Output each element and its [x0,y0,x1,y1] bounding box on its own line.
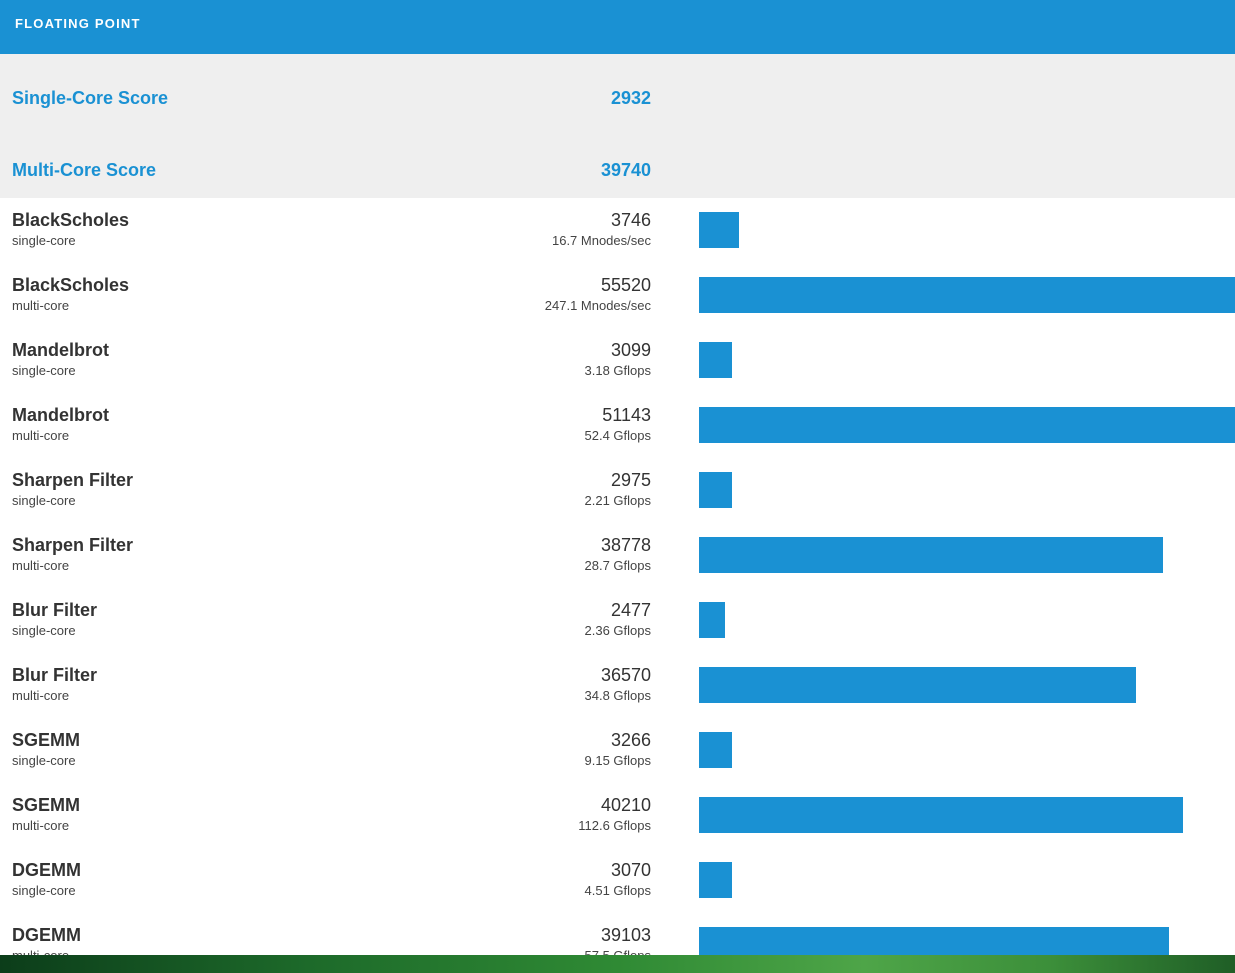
benchmark-row: Blur Filter single-core 2477 2.36 Gflops [0,588,1235,653]
benchmark-mode: multi-core [12,818,70,833]
benchmark-row: Sharpen Filter multi-core 38778 28.7 Gflops [0,523,1235,588]
benchmark-row: Mandelbrot multi-core 51143 52.4 Gflops [0,393,1235,458]
benchmark-mode: single-core [12,623,76,638]
benchmark-score-bar [699,277,1235,313]
benchmark-name: Blur Filter [12,665,98,685]
benchmark-name: SGEMM [12,795,81,815]
benchmark-rate: 16.7 Mnodes/sec [551,233,651,248]
benchmark-score: 51143 [602,405,651,425]
benchmark-score: 36570 [600,665,651,685]
benchmark-mode: multi-core [12,298,70,313]
benchmark-mode: single-core [12,753,76,768]
benchmark-name: SGEMM [12,730,81,750]
multi-core-score-row: Multi-Core Score 39740 [0,152,1235,192]
benchmark-mode: single-core [12,493,76,508]
benchmark-score: 38778 [600,535,651,555]
benchmark-name: Mandelbrot [12,405,109,425]
benchmark-score: 2975 [610,470,651,490]
benchmark-rate: 9.15 Gflops [584,753,652,768]
benchmark-score-bar [699,797,1183,833]
benchmark-score: 39103 [600,925,651,945]
desktop-background-strip [0,955,1235,973]
benchmark-row: Blur Filter multi-core 36570 34.8 Gflops [0,653,1235,718]
benchmark-rate: 4.51 Gflops [584,883,652,898]
benchmark-row: SGEMM single-core 3266 9.15 Gflops [0,718,1235,783]
benchmark-row: DGEMM single-core 3070 4.51 Gflops [0,848,1235,913]
benchmark-row: Mandelbrot single-core 3099 3.18 Gflops [0,328,1235,393]
benchmark-score-bar [699,602,725,638]
benchmark-name: Blur Filter [12,600,98,620]
benchmark-name: Sharpen Filter [12,470,134,490]
single-core-score-value: 2932 [610,88,651,108]
benchmark-score: 2477 [610,600,651,620]
benchmark-mode: single-core [12,363,76,378]
benchmark-rate: 247.1 Mnodes/sec [544,298,651,313]
single-core-score-row: Single-Core Score 2932 [0,80,1235,120]
benchmark-score-bar [699,407,1235,443]
benchmark-name: BlackScholes [12,275,130,295]
multi-core-score-value: 39740 [600,160,651,180]
benchmark-score-bar [699,862,732,898]
benchmark-rate: 112.6 Gflops [578,818,651,833]
benchmark-mode: multi-core [12,688,70,703]
section-header: FLOATING POINT [0,0,1235,54]
benchmark-rate: 52.4 Gflops [584,428,652,443]
benchmark-name: DGEMM [12,860,81,880]
benchmark-score: 3070 [610,860,651,880]
benchmark-row: BlackScholes multi-core 55520 247.1 Mnodes/… [0,263,1235,328]
multi-core-score-label: Multi-Core Score [12,160,157,180]
benchmark-rate: 28.7 Gflops [584,558,652,573]
benchmark-score: 3099 [610,340,651,360]
benchmark-rate: 34.8 Gflops [584,688,652,703]
benchmark-score-bar [699,342,732,378]
benchmark-score: 55520 [600,275,651,295]
benchmark-row: BlackScholes single-core 3746 16.7 Mnodes/s… [0,198,1235,263]
benchmark-score: 3746 [610,210,651,230]
benchmark-score-bar [699,667,1136,703]
score-summary: Single-Core Score 2932 Multi-Core Score … [0,54,1235,198]
benchmark-score-bar [699,537,1163,573]
benchmark-row: Sharpen Filter single-core 2975 2.21 Gflops [0,458,1235,523]
benchmark-score-bar [699,212,739,248]
benchmark-score: 3266 [610,730,651,750]
benchmark-mode: multi-core [12,428,70,443]
benchmark-score-bar [699,732,732,768]
benchmark-score-bar [699,472,732,508]
benchmark-rate: 2.21 Gflops [584,493,652,508]
section-title: FLOATING POINT [15,16,141,31]
single-core-score-label: Single-Core Score [12,88,169,108]
benchmark-score: 40210 [600,795,651,815]
benchmark-name: Mandelbrot [12,340,109,360]
benchmark-mode: multi-core [12,558,70,573]
benchmark-name: BlackScholes [12,210,130,230]
benchmark-mode: single-core [12,883,76,898]
benchmark-name: DGEMM [12,925,81,945]
benchmark-mode: single-core [12,233,76,248]
benchmark-row: SGEMM multi-core 40210 112.6 Gflops [0,783,1235,848]
benchmark-rate: 3.18 Gflops [584,363,652,378]
benchmark-rate: 2.36 Gflops [584,623,652,638]
benchmark-name: Sharpen Filter [12,535,134,555]
